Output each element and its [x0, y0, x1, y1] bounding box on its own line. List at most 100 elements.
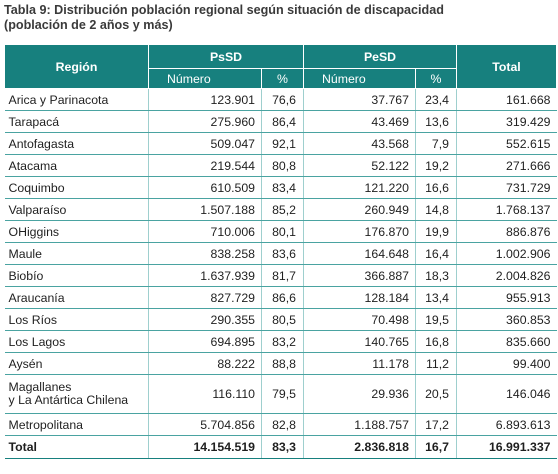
- cell-pesd-number: 43.469: [303, 110, 416, 133]
- table-row: Maule 838.258 83,6 164.648 16,4 1.002.90…: [4, 242, 557, 265]
- cell-psd-pct: 83,4: [261, 176, 304, 199]
- cell-region: Los Lagos: [4, 330, 149, 353]
- cell-total: 835.660: [456, 330, 557, 353]
- cell-pesd-number: 11.178: [303, 352, 416, 375]
- cell-region: Atacama: [4, 154, 149, 177]
- cell-total: 99.400: [456, 352, 557, 375]
- cell-pesd-pct: 16,6: [415, 176, 457, 199]
- cell-pesd-pct: 13,6: [415, 110, 457, 133]
- cell-pesd-number: 121.220: [303, 176, 416, 199]
- header-pesd-pct: %: [415, 68, 457, 89]
- cell-region: Metropolitana: [4, 413, 149, 436]
- cell-total: 955.913: [456, 286, 557, 309]
- cell-psd-number: 219.544: [148, 154, 262, 177]
- total-psd-number: 14.154.519: [148, 435, 262, 459]
- cell-total: 271.666: [456, 154, 557, 177]
- cell-pesd-pct: 14,8: [415, 198, 457, 221]
- cell-psd-number: 5.704.856: [148, 413, 262, 436]
- cell-total: 319.429: [456, 110, 557, 133]
- cell-pesd-number: 366.887: [303, 264, 416, 287]
- cell-psd-number: 116.110: [148, 374, 262, 414]
- cell-psd-number: 123.901: [148, 88, 262, 111]
- cell-pesd-number: 176.870: [303, 220, 416, 243]
- cell-pesd-number: 43.568: [303, 132, 416, 155]
- cell-psd-pct: 80,8: [261, 154, 304, 177]
- table-row: OHiggins 710.006 80,1 176.870 19,9 886.8…: [4, 220, 557, 243]
- table-row: Valparaíso 1.507.188 85,2 260.949 14,8 1…: [4, 198, 557, 221]
- cell-region: Valparaíso: [4, 198, 149, 221]
- cell-region: Aysén: [4, 352, 149, 375]
- cell-pesd-number: 1.188.757: [303, 413, 416, 436]
- header-region: Región: [4, 44, 149, 89]
- cell-total: 1.002.906: [456, 242, 557, 265]
- cell-total: 731.729: [456, 176, 557, 199]
- table-row: Tarapacá 275.960 86,4 43.469 13,6 319.42…: [4, 110, 557, 133]
- cell-psd-pct: 81,7: [261, 264, 304, 287]
- cell-region: Araucanía: [4, 286, 149, 309]
- total-label: Total: [4, 435, 149, 459]
- cell-region: Biobío: [4, 264, 149, 287]
- cell-total: 161.668: [456, 88, 557, 111]
- cell-psd-pct: 80,5: [261, 308, 304, 331]
- cell-pesd-number: 260.949: [303, 198, 416, 221]
- cell-psd-pct: 79,5: [261, 374, 304, 414]
- table-row: Los Ríos 290.355 80,5 70.498 19,5 360.85…: [4, 308, 557, 331]
- cell-total: 146.046: [456, 374, 557, 414]
- cell-total: 360.853: [456, 308, 557, 331]
- table-row: Los Lagos 694.895 83,2 140.765 16,8 835.…: [4, 330, 557, 353]
- cell-region: Maule: [4, 242, 149, 265]
- cell-pesd-pct: 18,3: [415, 264, 457, 287]
- cell-psd-pct: 92,1: [261, 132, 304, 155]
- cell-psd-number: 509.047: [148, 132, 262, 155]
- header-pesd-numero: Número: [303, 68, 416, 89]
- cell-psd-number: 1.507.188: [148, 198, 262, 221]
- cell-psd-number: 290.355: [148, 308, 262, 331]
- header-psd-pct: %: [261, 68, 304, 89]
- cell-region: Tarapacá: [4, 110, 149, 133]
- header-row-2: Número % Número %: [5, 68, 557, 89]
- table-row: Arica y Parinacota 123.901 76,6 37.767 2…: [4, 88, 557, 111]
- table-row: Aysén 88.222 88,8 11.178 11,2 99.400: [4, 352, 557, 375]
- table-row: Biobío 1.637.939 81,7 366.887 18,3 2.004…: [4, 264, 557, 287]
- cell-pesd-pct: 19,9: [415, 220, 457, 243]
- cell-psd-number: 827.729: [148, 286, 262, 309]
- cell-pesd-number: 52.122: [303, 154, 416, 177]
- cell-pesd-number: 29.936: [303, 374, 416, 414]
- cell-pesd-number: 70.498: [303, 308, 416, 331]
- cell-psd-number: 275.960: [148, 110, 262, 133]
- cell-psd-number: 838.258: [148, 242, 262, 265]
- cell-total: 1.768.137: [456, 198, 557, 221]
- cell-pesd-pct: 23,4: [415, 88, 457, 111]
- cell-pesd-pct: 16,4: [415, 242, 457, 265]
- cell-region: Los Ríos: [4, 308, 149, 331]
- cell-pesd-pct: 13,4: [415, 286, 457, 309]
- table-title: Tabla 9: Distribución población regional…: [4, 3, 554, 33]
- cell-region: OHiggins: [4, 220, 149, 243]
- table-row: Atacama 219.544 80,8 52.122 19,2 271.666: [4, 154, 557, 177]
- cell-psd-number: 694.895: [148, 330, 262, 353]
- cell-pesd-pct: 19,2: [415, 154, 457, 177]
- disability-table: Región PsSD PeSD Total Número % Número %…: [4, 44, 557, 459]
- header-psd-numero: Número: [148, 68, 262, 89]
- cell-region: Magallanes y La Antártica Chilena: [4, 374, 149, 414]
- total-pesd-pct: 16,7: [415, 435, 457, 459]
- header-psd: PsSD: [148, 44, 304, 69]
- cell-pesd-pct: 17,2: [415, 413, 457, 436]
- cell-psd-number: 710.006: [148, 220, 262, 243]
- total-psd-pct: 83,3: [261, 435, 304, 459]
- cell-pesd-pct: 11,2: [415, 352, 457, 375]
- cell-total: 886.876: [456, 220, 557, 243]
- total-total: 16.991.337: [456, 435, 557, 459]
- cell-pesd-number: 37.767: [303, 88, 416, 111]
- table-row: Araucanía 827.729 86,6 128.184 13,4 955.…: [4, 286, 557, 309]
- cell-psd-number: 610.509: [148, 176, 262, 199]
- cell-psd-pct: 88,8: [261, 352, 304, 375]
- cell-psd-pct: 80,1: [261, 220, 304, 243]
- header-row-1: Región PsSD PeSD Total: [4, 44, 557, 89]
- cell-pesd-number: 164.648: [303, 242, 416, 265]
- cell-pesd-pct: 20,5: [415, 374, 457, 414]
- cell-psd-pct: 85,2: [261, 198, 304, 221]
- cell-total: 6.893.613: [456, 413, 557, 436]
- cell-total: 552.615: [456, 132, 557, 155]
- table-body: Arica y Parinacota 123.901 76,6 37.767 2…: [4, 88, 557, 459]
